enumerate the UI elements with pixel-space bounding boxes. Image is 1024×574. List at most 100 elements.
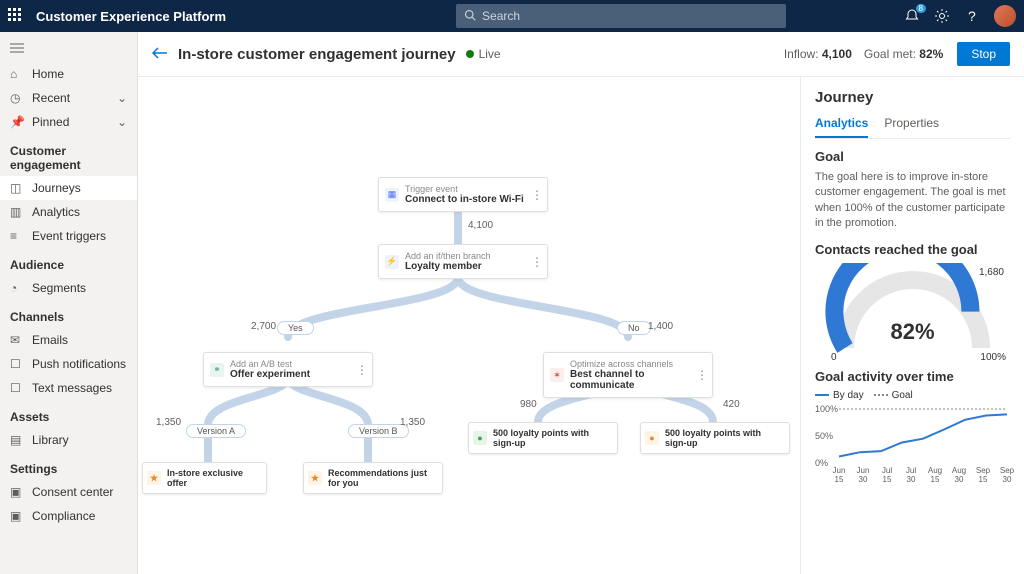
- app-title: Customer Experience Platform: [36, 9, 226, 24]
- email-icon: ✉: [10, 333, 24, 347]
- flow-count: 420: [723, 399, 740, 410]
- reco-icon: ★: [308, 471, 322, 485]
- global-search[interactable]: Search: [456, 4, 786, 28]
- offer-icon: ★: [147, 471, 161, 485]
- ab-icon: ⚭: [210, 363, 224, 377]
- compliance-icon: ▣: [10, 509, 24, 523]
- gauge-min: 0: [831, 352, 837, 363]
- header-metrics: Inflow: 4,100 Goal met: 82%: [784, 47, 943, 61]
- node-menu-icon[interactable]: ⋮: [531, 255, 543, 269]
- node-trigger[interactable]: ▦ Trigger event Connect to in-store Wi-F…: [378, 177, 548, 212]
- activity-title: Goal activity over time: [815, 369, 1010, 384]
- top-bar-actions: 8 ?: [904, 5, 1016, 27]
- nav-push[interactable]: ☐Push notifications: [0, 352, 137, 376]
- nav-collapse-icon[interactable]: [0, 38, 137, 62]
- points-icon: ●: [645, 431, 659, 445]
- search-icon: [464, 9, 476, 24]
- help-icon[interactable]: ?: [964, 8, 980, 24]
- push-icon: ☐: [10, 357, 24, 371]
- gauge-value: 1,680: [979, 267, 1004, 278]
- nav-segments[interactable]: ◔Segments: [0, 276, 137, 300]
- gauge-chart: 82% 1,680 0 100%: [815, 263, 1010, 363]
- nav-journeys[interactable]: ◫Journeys: [0, 176, 137, 200]
- node-menu-icon[interactable]: ⋮: [696, 368, 708, 382]
- tab-analytics[interactable]: Analytics: [815, 116, 868, 138]
- page-title: In-store customer engagement journey: [178, 46, 456, 63]
- flow-count: 4,100: [468, 220, 493, 231]
- top-bar: Customer Experience Platform Search 8 ?: [0, 0, 1024, 32]
- home-icon: ⌂: [10, 67, 24, 81]
- settings-icon[interactable]: [934, 8, 950, 24]
- branch-no[interactable]: No: [617, 321, 651, 335]
- page-header: In-store customer engagement journey Liv…: [138, 32, 1024, 77]
- status-dot-icon: [466, 50, 474, 58]
- nav-analytics[interactable]: ▥Analytics: [0, 200, 137, 224]
- flow-count: 980: [520, 399, 537, 410]
- chevron-down-icon: ⌄: [117, 115, 127, 129]
- nav-library[interactable]: ▤Library: [0, 428, 137, 452]
- leaf-recommendations[interactable]: ★ Recommendations just for you: [303, 462, 443, 494]
- search-placeholder: Search: [482, 9, 520, 23]
- reached-title: Contacts reached the goal: [815, 242, 1010, 257]
- node-ab-test[interactable]: ⚭ Add an A/B test Offer experiment ⋮: [203, 352, 373, 387]
- nav-consent[interactable]: ▣Consent center: [0, 480, 137, 504]
- nav-group-audience: Audience: [0, 248, 137, 276]
- leaf-loyalty-1[interactable]: ● 500 loyalty points with sign-up: [468, 422, 618, 454]
- status-badge: Live: [466, 47, 501, 61]
- nav-group-settings: Settings: [0, 452, 137, 480]
- goal-title: Goal: [815, 149, 1010, 164]
- journeys-icon: ◫: [10, 181, 24, 195]
- nav-group-engagement: Customer engagement: [0, 134, 137, 176]
- node-menu-icon[interactable]: ⋮: [356, 363, 368, 377]
- journey-canvas[interactable]: ▦ Trigger event Connect to in-store Wi-F…: [138, 77, 800, 574]
- sms-icon: ☐: [10, 381, 24, 395]
- nav-recent[interactable]: ◷Recent⌄: [0, 86, 137, 110]
- tab-properties[interactable]: Properties: [884, 116, 939, 138]
- optimize-icon: ✶: [550, 368, 564, 382]
- gauge-percent: 82%: [890, 319, 934, 345]
- goal-description: The goal here is to improve in-store cus…: [815, 170, 1010, 232]
- nav-home[interactable]: ⌂Home: [0, 62, 137, 86]
- gauge-max: 100%: [980, 352, 1006, 363]
- main-area: In-store customer engagement journey Liv…: [138, 32, 1024, 574]
- consent-icon: ▣: [10, 485, 24, 499]
- nav-pinned[interactable]: 📌Pinned⌄: [0, 110, 137, 134]
- svg-text:?: ?: [968, 8, 976, 24]
- segments-icon: ◔: [10, 281, 24, 295]
- branch-yes[interactable]: Yes: [277, 321, 314, 335]
- nav-event-triggers[interactable]: ≡Event triggers: [0, 224, 137, 248]
- nav-text[interactable]: ☐Text messages: [0, 376, 137, 400]
- nav-group-assets: Assets: [0, 400, 137, 428]
- clock-icon: ◷: [10, 91, 24, 105]
- node-branch[interactable]: ⚡ Add an if/then branch Loyalty member ⋮: [378, 244, 548, 279]
- line-chart: 0%50%100%Jun15Jun30Jul15Jul30Aug15Aug30S…: [815, 405, 1010, 485]
- flow-count: 1,400: [648, 321, 673, 332]
- analytics-icon: ▥: [10, 205, 24, 219]
- notifications-icon[interactable]: 8: [904, 8, 920, 24]
- user-avatar[interactable]: [994, 5, 1016, 27]
- chevron-down-icon: ⌄: [117, 91, 127, 105]
- nav-group-channels: Channels: [0, 300, 137, 328]
- version-a[interactable]: Version A: [186, 424, 246, 438]
- notification-badge: 8: [916, 4, 926, 13]
- nav-compliance[interactable]: ▣Compliance: [0, 504, 137, 528]
- app-launcher-icon[interactable]: [8, 8, 24, 24]
- panel-title: Journey: [815, 89, 1010, 106]
- left-nav: ⌂Home ◷Recent⌄ 📌Pinned⌄ Customer engagem…: [0, 32, 138, 574]
- triggers-icon: ≡: [10, 229, 24, 243]
- nav-emails[interactable]: ✉Emails: [0, 328, 137, 352]
- stop-button[interactable]: Stop: [957, 42, 1010, 66]
- node-menu-icon[interactable]: ⋮: [531, 188, 543, 202]
- flow-count: 2,700: [251, 321, 276, 332]
- panel-tabs: Analytics Properties: [815, 116, 1010, 139]
- flow-connectors: [138, 77, 800, 574]
- chart-legend: By day Goal: [815, 390, 1010, 401]
- node-optimize[interactable]: ✶ Optimize across channels Best channel …: [543, 352, 713, 398]
- legend-byday: By day: [815, 390, 864, 401]
- legend-goal: Goal: [874, 390, 913, 401]
- back-button[interactable]: [152, 47, 168, 62]
- branch-icon: ⚡: [385, 255, 399, 269]
- wifi-icon: ▦: [385, 188, 399, 202]
- leaf-instore-offer[interactable]: ★ In-store exclusive offer: [142, 462, 267, 494]
- leaf-loyalty-2[interactable]: ● 500 loyalty points with sign-up: [640, 422, 790, 454]
